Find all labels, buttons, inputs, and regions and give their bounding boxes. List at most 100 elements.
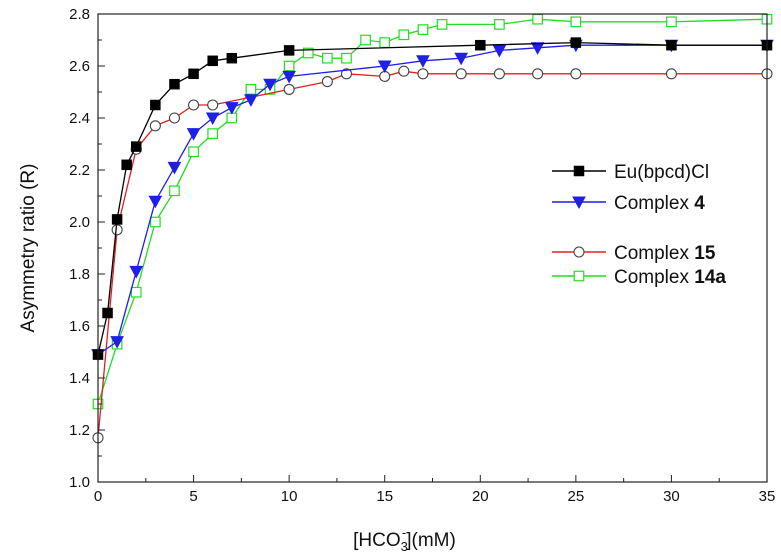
data-point — [188, 99, 200, 111]
data-point — [129, 265, 144, 279]
data-point — [666, 39, 677, 51]
x-axis-title-subscript: 3 — [401, 539, 408, 554]
x-tick-label: 15 — [376, 488, 393, 505]
x-axis-title-tail: ](mM) — [406, 530, 456, 551]
data-point — [492, 44, 507, 58]
legend-label-part: 14a — [694, 267, 726, 288]
data-point — [207, 55, 218, 67]
data-point — [398, 29, 410, 41]
data-point — [570, 37, 582, 48]
data-point — [475, 39, 486, 51]
legend-label-part: Eu(bpcd)Cl — [614, 162, 709, 183]
legend-label-part: 15 — [694, 243, 716, 264]
y-tick-label: 2.6 — [69, 58, 90, 75]
data-point — [168, 112, 181, 124]
data-point — [666, 16, 677, 28]
data-point — [169, 185, 180, 197]
data-point — [150, 99, 161, 111]
data-point — [226, 52, 238, 64]
data-point — [341, 52, 352, 64]
data-point — [417, 68, 429, 80]
data-point — [436, 19, 448, 30]
legend-item-4: Complex 14a — [552, 267, 726, 288]
data-point — [398, 65, 410, 77]
data-point — [493, 68, 505, 80]
x-axis-title: [HCO3-](mM) — [353, 525, 456, 554]
y-tick-label: 2.2 — [69, 162, 90, 179]
legend-label: Eu(bpcd)Cl — [614, 162, 709, 183]
y-tick-label: 1.6 — [69, 318, 90, 335]
data-point — [321, 76, 333, 88]
y-tick-label: 2.4 — [69, 110, 90, 127]
data-point — [169, 78, 180, 90]
legend-label: Complex 14a — [614, 267, 726, 288]
x-tick-label: 5 — [189, 488, 197, 505]
data-point — [573, 270, 585, 282]
data-point — [454, 52, 469, 66]
series-4 — [92, 13, 773, 410]
legend-item-3: Complex 15 — [552, 243, 716, 264]
series-1 — [92, 37, 773, 360]
data-point — [263, 78, 277, 92]
data-point — [530, 42, 545, 55]
series-layer — [91, 13, 774, 444]
data-point — [110, 336, 124, 349]
data-point — [226, 112, 238, 124]
legend-label-part: Complex — [614, 243, 694, 264]
data-point — [148, 195, 163, 209]
data-point — [532, 13, 543, 25]
x-tick-label: 0 — [94, 488, 102, 505]
x-axis-title-main: [HCO — [353, 530, 401, 551]
data-point — [416, 55, 430, 68]
x-tick-label: 25 — [568, 488, 585, 505]
data-point — [302, 47, 314, 59]
data-point — [207, 128, 219, 139]
axis-ticks: 0 5 10 15 20 25 30 35 1.0 1.2 1.4 1.6 1.8 2.0 2.2 2.4 2.… — [69, 6, 775, 505]
data-point — [245, 84, 257, 95]
legend-label: Complex 15 — [614, 243, 716, 264]
data-point — [188, 146, 199, 158]
x-tick-label: 30 — [663, 488, 680, 505]
data-point — [111, 214, 123, 225]
data-point — [130, 286, 142, 298]
y-tick-label: 1.2 — [69, 422, 90, 439]
legend-item-2: Complex 4 — [552, 193, 705, 214]
data-point — [207, 99, 219, 111]
data-point — [244, 94, 258, 107]
x-axis-title-superscript: - — [402, 525, 406, 540]
data-point — [572, 196, 586, 210]
legend-label-part: Complex — [614, 267, 694, 288]
legend-label: Complex 4 — [614, 193, 705, 214]
y-tick-label: 1.8 — [69, 266, 90, 283]
y-tick-label: 2.0 — [69, 214, 90, 231]
data-point — [532, 68, 544, 80]
data-point — [570, 68, 582, 80]
data-point — [111, 224, 123, 236]
data-point — [494, 19, 505, 30]
data-point — [282, 70, 296, 84]
legend-label-part: Complex — [614, 193, 694, 214]
data-point — [130, 141, 142, 152]
x-tick-label: 35 — [759, 488, 776, 505]
data-point — [283, 45, 295, 56]
data-point — [283, 83, 295, 95]
data-point — [665, 68, 677, 80]
data-point — [377, 60, 392, 74]
data-point — [322, 52, 333, 64]
data-point — [186, 128, 201, 141]
data-point — [121, 159, 132, 171]
y-tick-label: 2.8 — [69, 6, 90, 23]
data-point — [573, 246, 585, 258]
legend-item-1: Eu(bpcd)Cl — [552, 162, 709, 183]
data-point — [149, 216, 161, 228]
x-tick-label: 10 — [281, 488, 298, 505]
data-point — [573, 165, 585, 177]
data-point — [149, 120, 161, 132]
y-tick-label: 1.0 — [69, 474, 90, 491]
data-point — [379, 37, 391, 48]
data-point — [283, 60, 295, 72]
data-point — [340, 68, 353, 80]
y-axis-title: Asymmetry ratio (R) — [18, 164, 39, 333]
